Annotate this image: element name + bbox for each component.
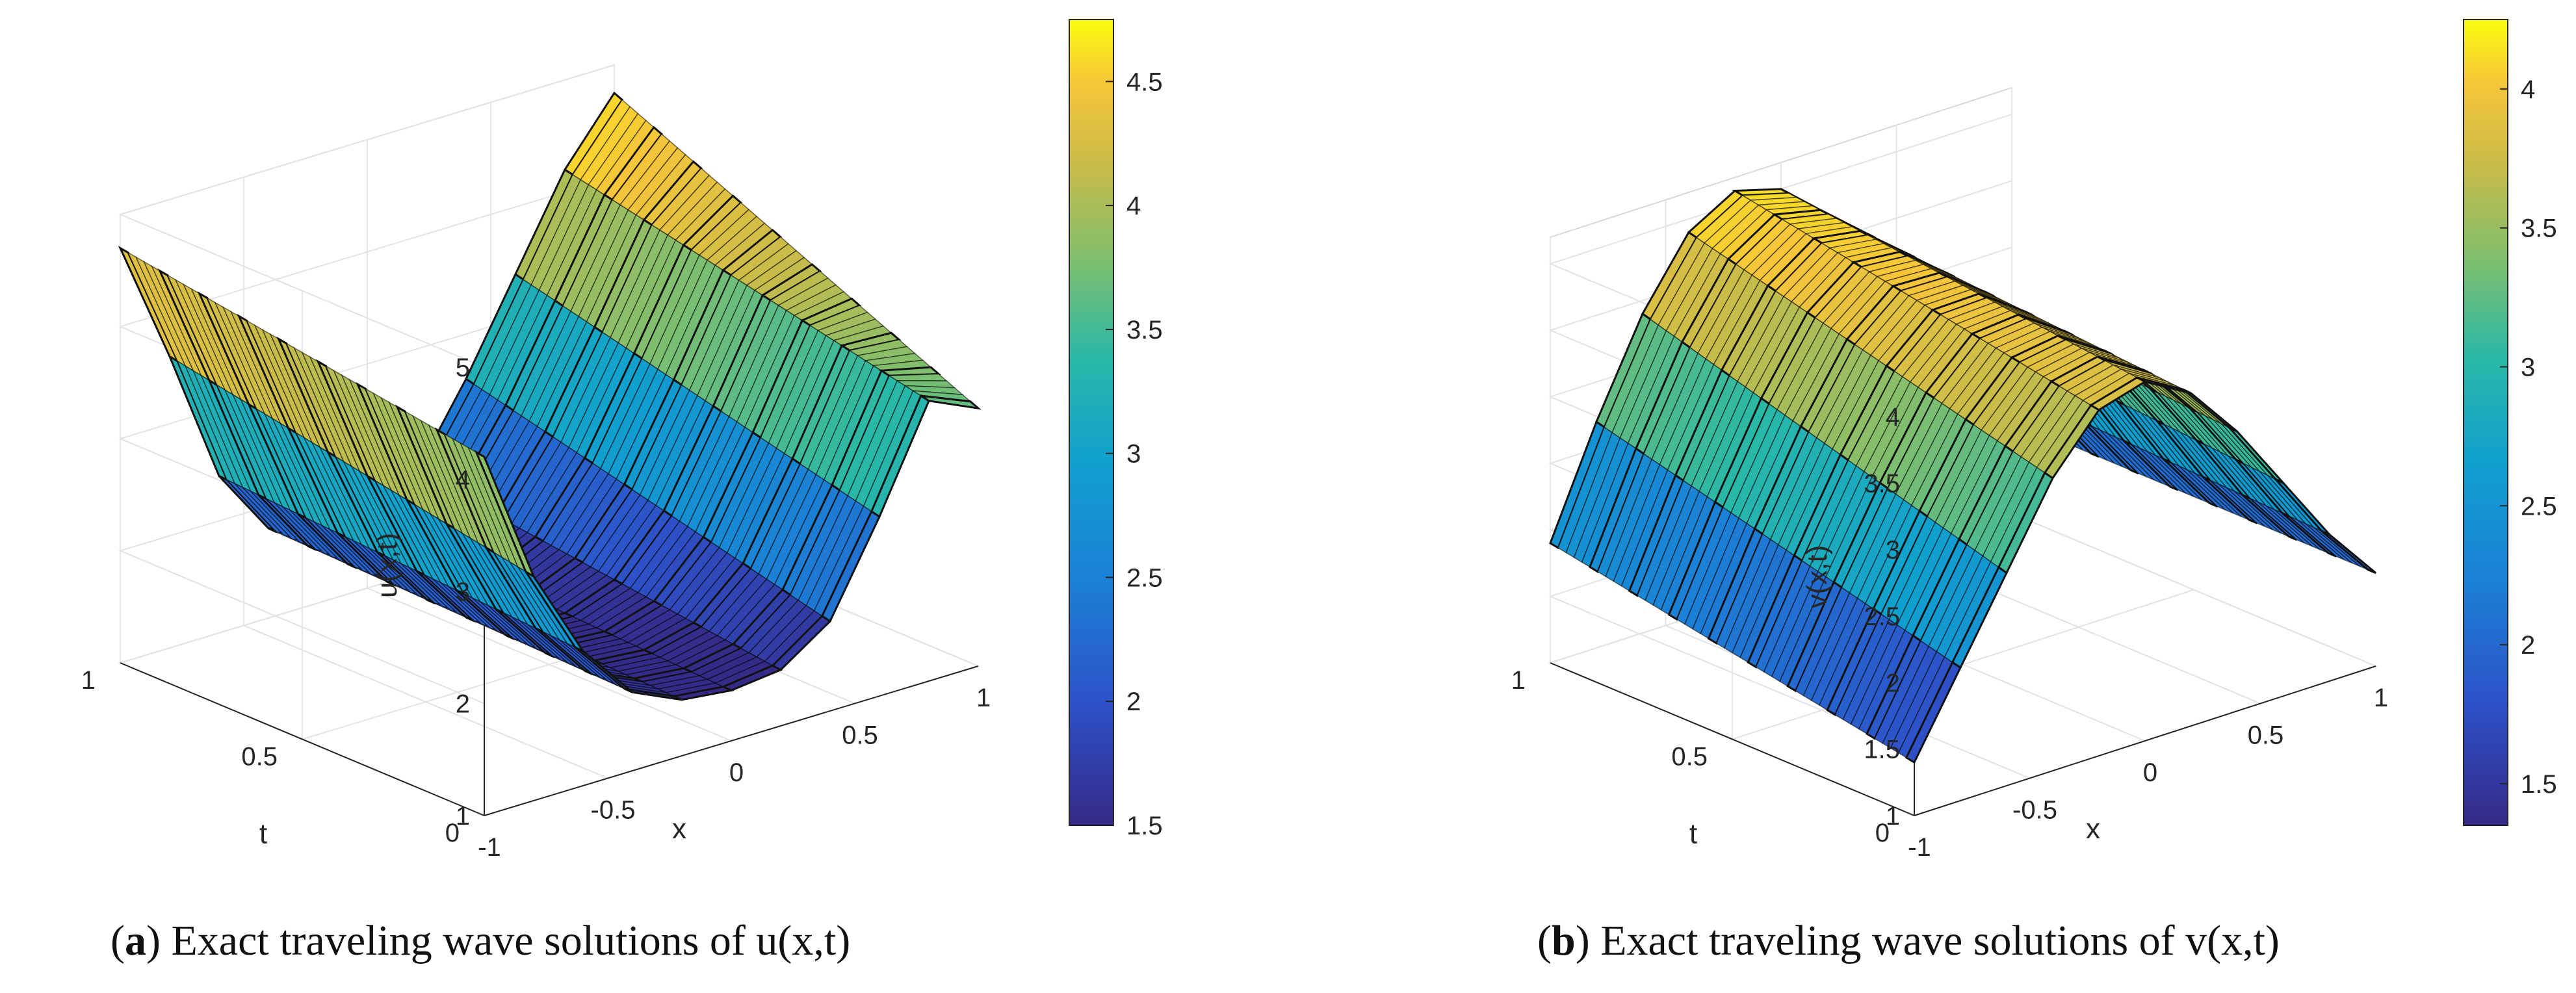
z-tick-label: 4 <box>456 466 470 495</box>
t-tick-label: 0.5 <box>1671 743 1708 771</box>
caption-b: (b) Exact traveling wave solutions of v(… <box>1537 917 2280 964</box>
colorbar-tick-label: 2 <box>2521 631 2535 660</box>
colorbar-tick-label: 4.5 <box>1126 68 1163 96</box>
z-axis-label: v(x,t) <box>1801 545 1833 609</box>
caption-b-text: Exact traveling wave solutions of v(x,t) <box>1589 917 2280 964</box>
z-tick-label: 1.5 <box>1864 736 1900 764</box>
colorbar-tick-label: 2 <box>1126 688 1141 716</box>
x-axis-label: x <box>672 813 686 845</box>
x-tick-label: 0 <box>729 758 744 787</box>
x-tick-label: 0 <box>2143 758 2157 787</box>
x-tick-label: 0.5 <box>2248 721 2284 750</box>
z-tick-label: 2.5 <box>1864 602 1900 631</box>
surface-patch <box>920 394 982 410</box>
t-axis-line <box>120 662 485 816</box>
colorbar-tick-label: 3 <box>2521 353 2535 381</box>
t-tick-label: 0 <box>1875 819 1890 847</box>
x-tick-label: -0.5 <box>591 796 636 825</box>
x-tick-label: 0.5 <box>842 721 878 750</box>
colorbar-tick-label: 3.5 <box>1126 316 1163 344</box>
surface-patch <box>2321 530 2376 574</box>
z-tick-label: 2 <box>456 690 470 719</box>
x-axis-line <box>484 665 979 816</box>
t-tick-label: 1 <box>1511 666 1526 695</box>
colorbar-tick-label: 1.5 <box>1126 812 1163 840</box>
surface-patch <box>887 373 948 381</box>
x-tick-label: -1 <box>478 833 501 862</box>
caption-a: (a) Exact traveling wave solutions of u(… <box>111 917 851 964</box>
z-tick-label: 4 <box>1886 403 1900 432</box>
colorbar-tick-label: 3 <box>1126 440 1141 469</box>
t-tick-label: 1 <box>81 666 96 695</box>
x-tick-label: -0.5 <box>2012 796 2057 825</box>
grid-line-z <box>118 64 615 368</box>
z-tick-label: 5 <box>456 354 470 382</box>
z-tick-label: 1 <box>1886 802 1900 831</box>
x-tick-label: 1 <box>2374 684 2388 712</box>
t-tick-label: 0 <box>445 819 460 847</box>
z-tick-label: 1 <box>456 802 470 831</box>
colorbar-tick-label: 3.5 <box>2521 214 2557 243</box>
colorbar-tick-label: 1.5 <box>2521 770 2557 799</box>
chart-panel-a: -1-0.500.5100.5112345xtu(x,t)1.522.533.5… <box>81 19 1163 862</box>
caption-b-label: b <box>1551 917 1576 964</box>
x-axis-label: x <box>2086 813 2100 845</box>
caption-a-text: Exact traveling wave solutions of u(x,t) <box>160 917 851 964</box>
x-tick-label: 1 <box>976 684 991 712</box>
t-axis-label: t <box>259 818 267 850</box>
x-axis-line <box>1914 665 2376 816</box>
colorbar-tick-label: 2.5 <box>1126 563 1163 592</box>
z-tick-label: 3 <box>1886 536 1900 565</box>
t-axis-line <box>1550 662 1915 816</box>
t-tick-label: 0.5 <box>241 743 278 771</box>
t-axis-label: t <box>1689 818 1697 850</box>
colorbar-tick-label: 4 <box>2521 75 2535 104</box>
caption-a-label: a <box>124 917 146 964</box>
z-tick-label: 3 <box>456 578 470 606</box>
z-axis-label: u(x,t) <box>371 533 403 598</box>
colorbar-tick-label: 2.5 <box>2521 492 2557 521</box>
x-tick-label: -1 <box>1908 833 1931 862</box>
colorbar <box>2463 19 2508 826</box>
chart-panel-b: -1-0.500.5100.5111.522.533.54xtv(x,t)1.5… <box>1511 19 2557 862</box>
z-tick-label: 3.5 <box>1864 469 1900 498</box>
colorbar-tick-label: 4 <box>1126 192 1141 220</box>
z-tick-label: 2 <box>1886 669 1900 697</box>
colorbar <box>1069 19 1114 826</box>
